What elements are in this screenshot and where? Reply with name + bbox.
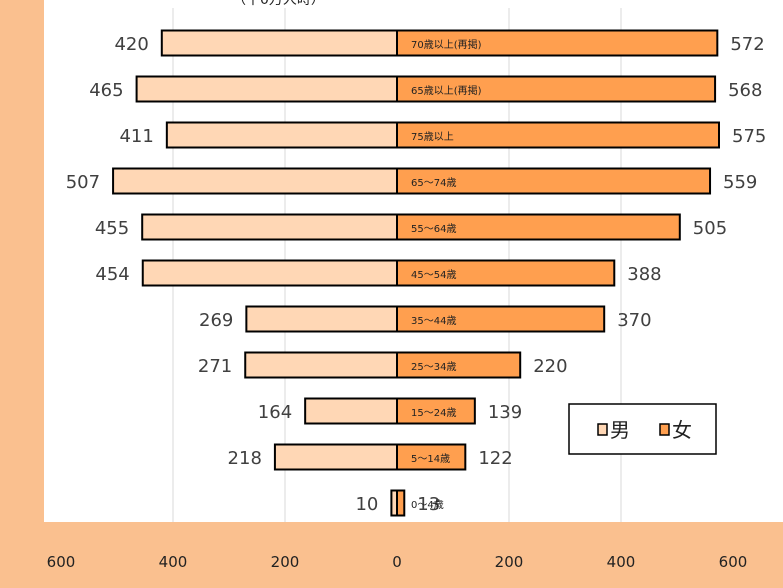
bar-female bbox=[396, 305, 606, 333]
bar-female bbox=[396, 397, 476, 425]
category-label: 5〜14歳 bbox=[411, 453, 450, 465]
bar-female bbox=[396, 75, 717, 103]
category-label: 15〜24歳 bbox=[411, 407, 456, 419]
data-label-female: 13 bbox=[417, 494, 440, 515]
data-label-male: 411 bbox=[119, 126, 153, 147]
bar-female bbox=[396, 29, 719, 57]
data-label-male: 271 bbox=[198, 356, 232, 377]
category-label: 35〜44歳 bbox=[411, 315, 456, 327]
bar-female bbox=[396, 259, 616, 287]
bar-male bbox=[244, 351, 398, 379]
data-label-male: 164 bbox=[258, 402, 292, 423]
bar-female bbox=[396, 489, 406, 517]
data-label-female: 575 bbox=[732, 126, 766, 147]
data-label-male: 218 bbox=[228, 448, 262, 469]
bar-female bbox=[396, 121, 720, 149]
data-label-female: 388 bbox=[627, 264, 661, 285]
bar-male bbox=[112, 167, 399, 195]
x-tick-label: 600 bbox=[47, 553, 76, 571]
bar-male bbox=[135, 75, 398, 103]
data-label-female: 370 bbox=[617, 310, 651, 331]
data-label-female: 568 bbox=[728, 80, 762, 101]
labels-layer: 420 572 70歳以上(再掲) 465 568 65歳以上(再掲) 411 575 75歳以… bbox=[66, 34, 767, 515]
x-tick-label: 200 bbox=[271, 553, 300, 571]
bar-male bbox=[165, 121, 398, 149]
x-tick-label: 600 bbox=[719, 553, 748, 571]
data-label-male: 269 bbox=[199, 310, 233, 331]
category-label: 65歳以上(再掲) bbox=[411, 85, 482, 97]
data-label-male: 454 bbox=[95, 264, 129, 285]
x-tick-label: 400 bbox=[159, 553, 188, 571]
category-label: 55〜64歳 bbox=[411, 223, 456, 235]
data-label-female: 220 bbox=[533, 356, 567, 377]
data-label-female: 505 bbox=[693, 218, 727, 239]
data-label-male: 465 bbox=[89, 80, 123, 101]
category-label: 70歳以上(再掲) bbox=[411, 39, 482, 51]
bars-layer bbox=[112, 29, 720, 517]
data-label-male: 10 bbox=[355, 494, 378, 515]
bar-female bbox=[396, 443, 467, 471]
category-label: 45〜54歳 bbox=[411, 269, 456, 281]
legend-swatch-male bbox=[597, 423, 608, 436]
data-label-male: 455 bbox=[95, 218, 129, 239]
data-label-male: 507 bbox=[66, 172, 100, 193]
category-label: 0〜4歳 bbox=[411, 499, 444, 511]
legend: 男 女 bbox=[568, 403, 717, 455]
x-tick-label: 400 bbox=[607, 553, 636, 571]
data-label-male: 420 bbox=[114, 34, 148, 55]
bar-male bbox=[160, 29, 398, 57]
bar-male bbox=[304, 397, 398, 425]
data-label-female: 559 bbox=[723, 172, 757, 193]
bar-male bbox=[141, 213, 398, 241]
bar-male bbox=[245, 305, 398, 333]
legend-label-female: 女 bbox=[672, 418, 692, 442]
bar-female bbox=[396, 167, 712, 195]
bar-male bbox=[141, 259, 398, 287]
category-label: 75歳以上 bbox=[411, 131, 454, 143]
unit-label: （千0万人時） bbox=[232, 0, 325, 8]
category-label: 65〜74歳 bbox=[411, 177, 456, 189]
category-label: 25〜34歳 bbox=[411, 361, 456, 373]
data-label-female: 572 bbox=[730, 34, 764, 55]
x-tick-label: 0 bbox=[392, 553, 402, 571]
data-label-female: 139 bbox=[488, 402, 522, 423]
x-axis-ticks: 600 400 200 0 200 400 600 bbox=[47, 553, 748, 571]
legend-label-male: 男 bbox=[610, 418, 630, 442]
data-label-female: 122 bbox=[478, 448, 512, 469]
bar-female bbox=[396, 213, 681, 241]
bar-female bbox=[396, 351, 522, 379]
legend-box bbox=[568, 403, 717, 455]
legend-swatch-female bbox=[659, 423, 670, 436]
bar-male bbox=[273, 443, 399, 471]
x-tick-label: 200 bbox=[495, 553, 524, 571]
